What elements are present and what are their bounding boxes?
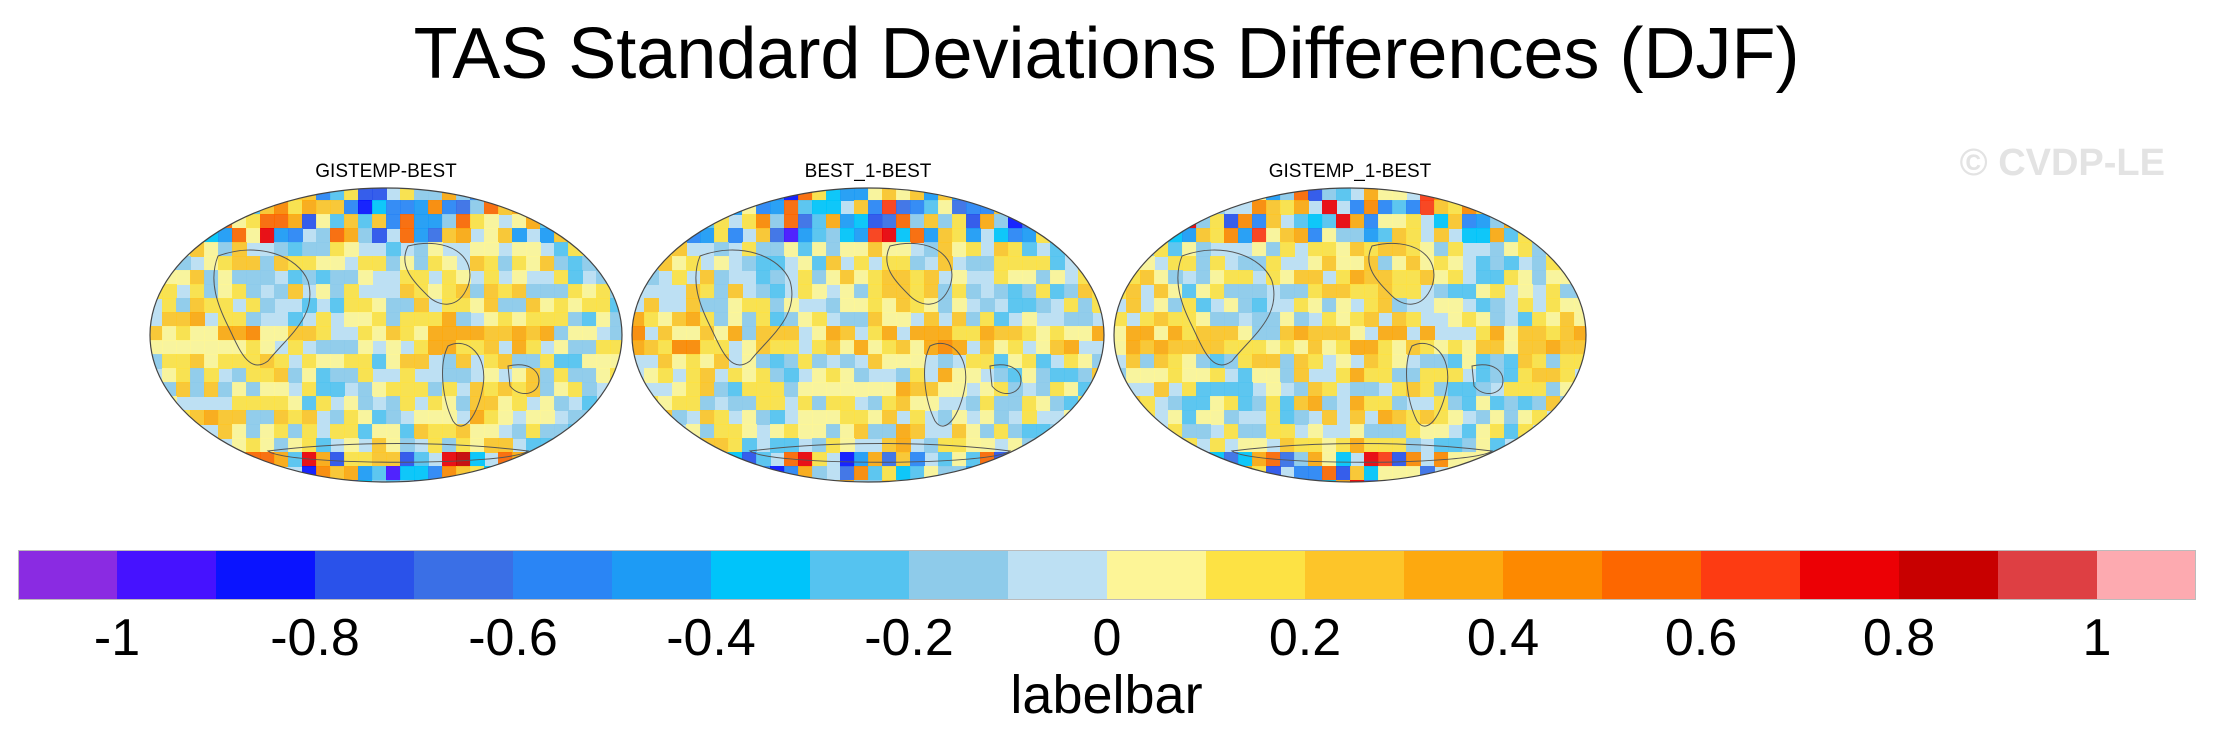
labelbar-tick-label: -0.8 [270, 609, 360, 667]
map-panel-best1-best: BEST_1-BEST [630, 162, 1106, 484]
map-panel-gistemp-best: GISTEMP-BEST [148, 162, 624, 484]
labelbar-box [2097, 550, 2196, 600]
labelbar-box [810, 550, 910, 600]
labelbar-box [1701, 550, 1801, 600]
labelbar-box [1899, 550, 1999, 600]
watermark: © CVDP-LE [1959, 142, 2165, 184]
labelbar-box [315, 550, 415, 600]
labelbar-box [1602, 550, 1702, 600]
labelbar-box [18, 550, 118, 600]
labelbar-box [612, 550, 712, 600]
labelbar-box [117, 550, 217, 600]
labelbar-tick-label: -0.6 [468, 609, 558, 667]
labelbar-box [216, 550, 316, 600]
color-labelbar [18, 550, 2196, 600]
labelbar-box [1008, 550, 1108, 600]
labelbar-box [414, 550, 514, 600]
panel-title: GISTEMP-BEST [315, 161, 457, 182]
world-map [1113, 187, 1587, 483]
labelbar-tick-label: 0 [1092, 609, 1122, 667]
labelbar-tick-label: 0.4 [1466, 609, 1540, 667]
labelbar-tick-label: -0.2 [864, 609, 954, 667]
labelbar-tick-label: 0.8 [1862, 609, 1936, 667]
labelbar-box [1305, 550, 1405, 600]
labelbar-tick-label: -0.4 [666, 609, 756, 667]
labelbar-box [1800, 550, 1900, 600]
labelbar-box [1998, 550, 2098, 600]
world-map [631, 187, 1105, 483]
labelbar-title: labelbar [1010, 665, 1203, 725]
map-panel-gistemp1-best: GISTEMP_1-BEST [1112, 162, 1588, 484]
world-map [149, 187, 623, 483]
labelbar-box [1206, 550, 1306, 600]
labelbar-tick-label: 0.2 [1268, 609, 1342, 667]
labelbar-box [513, 550, 613, 600]
labelbar-tick-label: 1 [2082, 609, 2112, 667]
labelbar-box [1107, 550, 1207, 600]
labelbar-box [909, 550, 1009, 600]
labelbar-tick-label: -1 [93, 609, 141, 667]
labelbar-box [1503, 550, 1603, 600]
panel-title: GISTEMP_1-BEST [1268, 161, 1432, 182]
labelbar-box [711, 550, 811, 600]
labelbar-tick-label: 0.6 [1664, 609, 1738, 667]
figure-title: TAS Standard Deviations Differences (DJF… [413, 14, 1800, 94]
panel-title: BEST_1-BEST [804, 161, 932, 182]
labelbar-box [1404, 550, 1504, 600]
